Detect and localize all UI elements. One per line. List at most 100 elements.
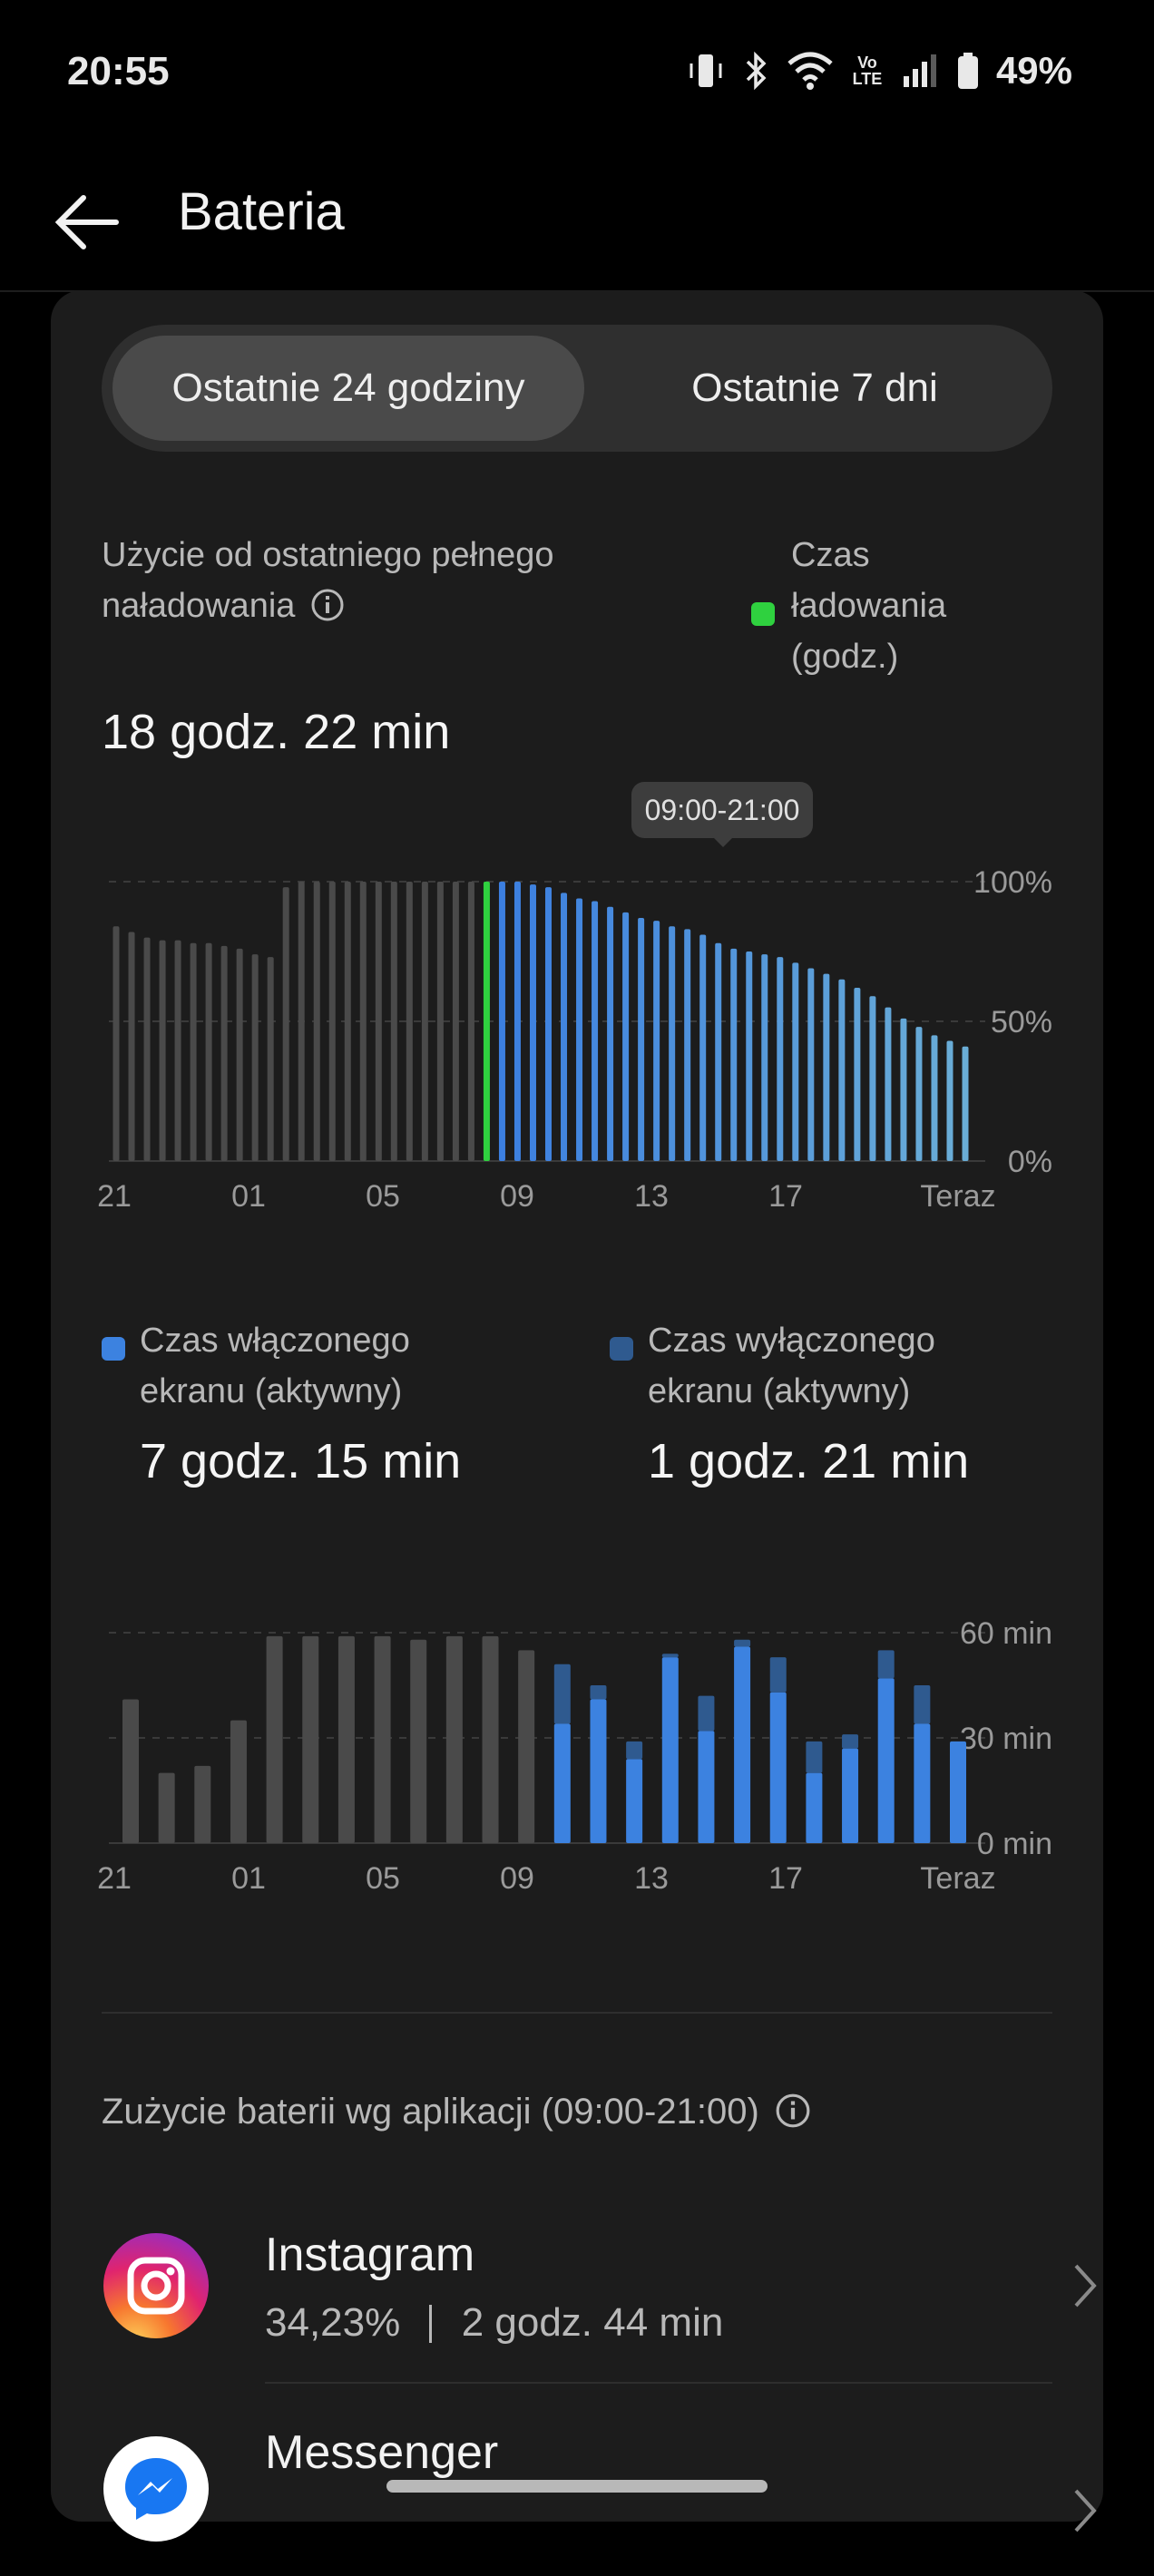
battery-bar [174,940,181,1161]
screen-on-bar [230,1720,247,1843]
battery-percent: 49% [995,49,1072,92]
x-tick-label: 21 [97,1179,132,1214]
x-tick-label: 17 [768,1861,803,1896]
screen-off-bar [553,1664,571,1724]
battery-bar [467,882,474,1161]
battery-bar [313,882,320,1161]
battery-bar [854,988,861,1161]
x-tick-label: 05 [366,1861,400,1896]
battery-bar [607,906,614,1161]
info-icon[interactable] [310,588,345,622]
tab-last-24h[interactable]: Ostatnie 24 godziny [112,336,584,441]
screen-off-dot [610,1337,633,1361]
battery-level-chart: 100% 50% 0% 21 01 05 09 13 17 Teraz [97,865,1052,1214]
volte-icon: Vo LTE [852,54,883,88]
battery-bar [869,996,876,1161]
app-usage-detail: 34,23% 2 godz. 44 min [265,2300,723,2346]
screen-on-bar [518,1650,535,1843]
battery-bar [267,957,274,1161]
battery-bar [406,882,413,1161]
battery-bar [746,951,753,1161]
screen-on-bar [590,1699,607,1843]
battery-bar [669,926,676,1161]
wifi-icon [787,52,833,90]
x-tick-label: 01 [231,1179,266,1214]
screen-on-bar [158,1772,175,1843]
charging-legend-label: Czas ładowania (godz.) [791,536,947,676]
usage-label: Użycie od ostatniego pełnego naładowania [102,530,682,631]
x-tick-label: Teraz [920,1861,995,1896]
instagram-icon [103,2233,209,2338]
battery-card: Ostatnie 24 godziny Ostatnie 7 dni Użyci… [51,290,1103,2542]
separator [429,2305,433,2343]
back-arrow-icon[interactable] [51,181,132,263]
battery-bar [885,1007,892,1161]
battery-bar [421,882,428,1161]
battery-bar [159,940,166,1161]
y-tick-label: 60 min [960,1616,1052,1651]
battery-bar [946,1040,954,1161]
battery-bar [900,1018,907,1161]
screen-off-bar [877,1650,895,1679]
tab-last-7-days[interactable]: Ostatnie 7 dni [691,366,938,410]
app-row-instagram[interactable]: Instagram 34,23% 2 godz. 44 min [102,2195,1103,2376]
battery-bar [715,942,722,1161]
chevron-right-icon [1074,2489,1097,2532]
screen-on-bar [410,1639,427,1843]
y-tick-label: 100% [973,865,1052,900]
y-tick-label: 50% [991,1005,1052,1039]
battery-bar [807,968,815,1161]
battery-bar [282,887,289,1161]
x-tick-label: 01 [231,1861,266,1896]
battery-bar [128,932,135,1161]
info-icon[interactable] [775,2093,811,2129]
battery-bar [483,882,490,1161]
battery-bar [390,882,397,1161]
messenger-icon [103,2436,209,2542]
screen-on-bar [626,1759,643,1843]
battery-bar [236,948,243,1161]
battery-bar [838,979,846,1161]
battery-bar [328,882,336,1161]
battery-bar [375,882,382,1161]
battery-bar [545,887,553,1161]
battery-bar [529,884,536,1161]
x-tick-label: 13 [634,1861,669,1896]
home-indicator[interactable] [386,2480,768,2493]
screen-on-bar [661,1657,679,1843]
x-tick-label: 13 [634,1179,669,1214]
battery-bar [143,937,151,1161]
battery-bar [251,954,259,1161]
screen-on-bar [877,1678,895,1843]
screen-off-label: Czas wyłączonego ekranu (aktywny) [648,1322,935,1410]
x-tick-label: 17 [768,1179,803,1214]
battery-bar [962,1046,969,1161]
screen-on-bar [122,1699,139,1843]
status-icons: Vo LTE 49% [686,49,1072,93]
battery-bar [792,962,799,1161]
screen-on-value: 7 godz. 15 min [140,1434,462,1488]
charging-legend-dot [751,602,775,626]
screen-on-label: Czas włączonego ekranu (aktywny) [140,1322,410,1410]
screen-on-dot [102,1337,125,1361]
y-tick-label: 0 min [977,1827,1052,1861]
page-title: Bateria [178,182,345,241]
app-usage-header-text: Zużycie baterii wg aplikacji (09:00-21:0… [102,2092,759,2132]
screen-on-bar [698,1731,715,1843]
battery-bar [684,929,691,1161]
battery-bar [498,882,505,1161]
screen-on-bar [194,1765,211,1843]
x-tick-label: 21 [97,1861,132,1896]
screen-on-bar [553,1723,571,1843]
battery-bar [513,882,521,1161]
tooltip-pointer [712,836,734,847]
screen-off-bar [661,1654,679,1658]
y-tick-label: 30 min [960,1722,1052,1756]
battery-bar [205,942,212,1161]
battery-bar [761,954,768,1161]
chevron-right-icon [1074,2264,1097,2308]
screen-on-bar [806,1772,823,1843]
screen-on-bar [266,1635,283,1843]
divider [102,2012,1052,2014]
screen-on-bar [950,1741,966,1843]
